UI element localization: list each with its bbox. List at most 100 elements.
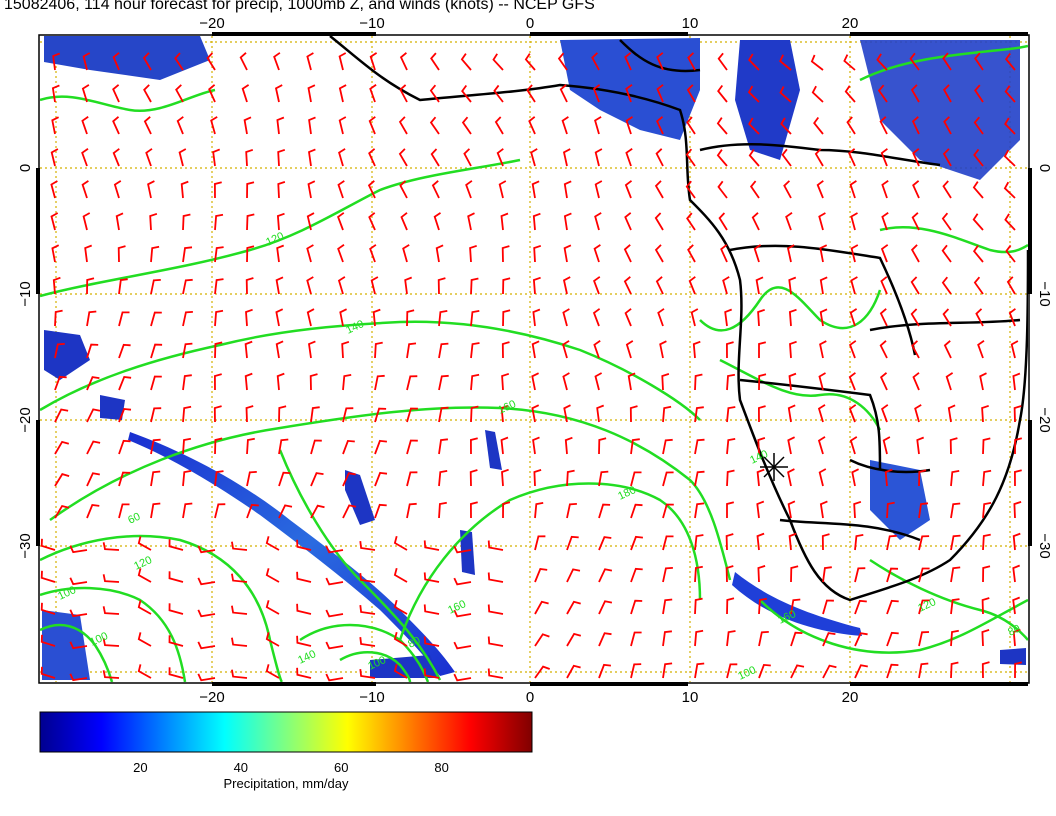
wind-barb [118,343,131,359]
wind-barb [168,603,184,615]
wind-barb [822,566,832,583]
wind-barb [307,84,316,103]
wind-barb [460,53,472,71]
wind-barb [310,504,325,519]
wind-barb [819,244,828,263]
wind-barb [625,340,634,359]
wind-barb [197,673,216,682]
wind-barb [879,116,888,135]
wind-barb [246,437,255,455]
wind-barb [854,632,868,647]
wind-barb [853,500,862,519]
wind-barb [656,84,664,103]
wind-barb [593,340,601,359]
wind-barb [662,598,673,615]
wind-barb [465,180,473,199]
wind-barb [341,340,350,359]
wind-barb [625,84,633,103]
wind-barb [81,180,89,199]
wind-barb [886,663,899,679]
wind-barb [982,533,991,551]
wind-barb [598,437,607,455]
wind-barb [755,276,764,295]
wind-barb [787,468,795,487]
wind-barb [325,641,344,650]
wind-barb [393,567,408,583]
contour-180 [398,482,702,641]
wind-barb [310,472,324,487]
wind-barb [149,212,158,231]
border-7 [779,518,921,542]
wind-barb [726,406,736,423]
lon-tick-label-top: −20 [199,15,224,32]
wind-barb [208,84,216,103]
wind-barb [398,148,408,167]
wind-barb [910,308,920,327]
wind-barb [406,471,418,487]
wind-barb [598,470,609,487]
wind-barb [470,277,479,295]
wind-barb [662,567,673,583]
wind-barb [726,469,735,487]
wind-barb [470,405,479,423]
wind-barb [662,471,674,487]
wind-barb [423,572,440,583]
wind-barb [118,439,131,455]
wind-barb [788,532,797,551]
wind-barb [756,468,765,487]
wind-barb [52,52,61,71]
contour-100 [40,623,114,682]
wind-barb [655,276,664,295]
wind-barb [598,600,613,615]
wind-barb [945,372,954,391]
wind-barb [722,276,730,295]
wind-barb [245,148,254,167]
wind-barb [86,472,100,487]
wind-barb [137,536,152,551]
wind-barb [82,212,91,231]
wind-barb [692,340,701,359]
precip-patch-ne [860,40,1020,180]
lon-tick-label-bottom: 20 [842,689,859,706]
wind-barb [749,180,760,199]
wind-barb [276,212,285,231]
wind-barb [973,116,984,135]
wind-barb [685,180,696,199]
wind-barb [531,372,539,391]
wind-barb [912,148,920,167]
wind-barb [592,84,601,103]
wind-barb [850,244,859,263]
wind-barb [779,54,792,71]
wind-barb [982,502,992,519]
wind-barb [487,572,504,583]
wind-barb [566,568,581,583]
wind-barb [438,501,447,519]
wind-barb [562,340,570,359]
wind-barb [630,567,643,583]
wind-barb [780,117,792,135]
wind-barb [810,54,824,71]
wind-barb [174,52,184,71]
wind-barb [981,404,989,423]
wind-barb [102,606,120,615]
wind-barb [854,534,864,551]
wind-barb [213,373,222,391]
wind-barb [359,668,376,679]
wind-barb [564,436,573,455]
wind-barb [598,536,612,551]
wind-barb [624,180,633,199]
wind-barb [534,633,550,647]
wind-barb [296,635,312,647]
wind-barb [787,404,796,423]
wind-barb [338,84,347,103]
wind-barb [1010,340,1019,359]
wind-barb [943,116,952,135]
wind-barb [910,276,920,295]
wind-barb [534,665,551,679]
wind-barb [716,149,728,167]
wind-barb [307,180,316,199]
wind-barb [979,372,987,391]
wind-barb [54,504,70,519]
wind-barb [50,212,59,231]
wind-barb [781,148,792,167]
